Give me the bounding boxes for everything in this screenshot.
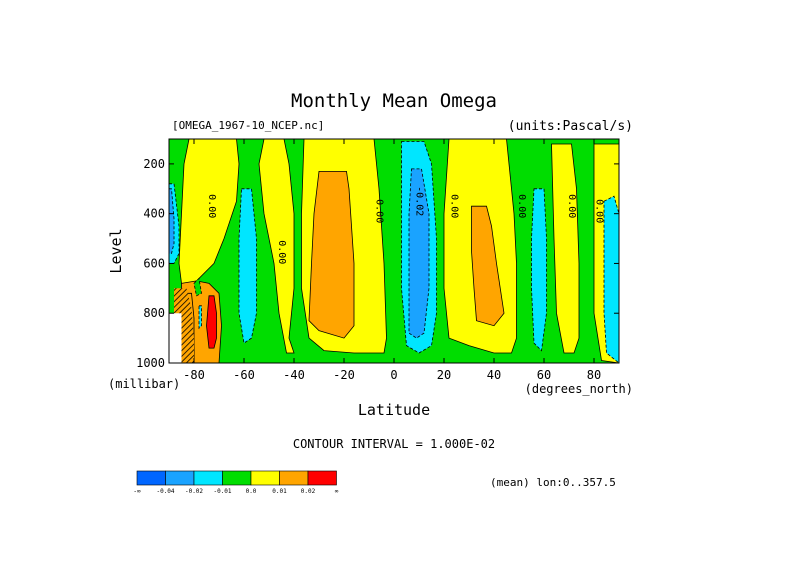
contour-interval-text: CONTOUR INTERVAL = 1.000E-02 [293, 437, 495, 451]
colorbar-swatch [136, 470, 166, 486]
colorbar: -∞ -0.04 -0.02 -0.01 0.0 0.01 0.02 ∞ [133, 470, 339, 495]
contour-region-17 [206, 295, 217, 349]
y-tick-label: 200 [143, 157, 165, 171]
contour-labels: 0.00 0.00 0.00 -0.02 0.00 0.00 0.00 0.00 [206, 186, 605, 264]
contour-region-2 [258, 139, 295, 354]
y-tick-label: 800 [143, 306, 165, 320]
contour-label-3: -0.02 [414, 186, 425, 216]
colorbar-label: -0.01 [213, 488, 231, 495]
units-label: (units:Pascal/s) [508, 119, 633, 134]
contour-region-16 [169, 188, 175, 254]
x-tick-label: 80 [587, 368, 601, 382]
colorbar-label: 0.02 [301, 488, 316, 495]
colorbar-swatch [279, 470, 309, 486]
x-axis-label: Latitude [358, 401, 430, 419]
x-axis-units: (degrees_north) [525, 382, 633, 396]
contour-label-2: 0.00 [374, 199, 385, 223]
y-axis-label: Level [107, 228, 125, 273]
colorbar-label: 0.01 [272, 488, 287, 495]
contour-label-7: 0.00 [594, 199, 605, 223]
contour-region-18 [198, 305, 202, 330]
contour-label-0: 0.00 [206, 194, 217, 218]
x-tick-label: 20 [437, 368, 451, 382]
colorbar-label: -0.04 [156, 488, 174, 495]
contour-region-15 [408, 168, 430, 339]
colorbar-swatch [193, 470, 223, 486]
x-tick-label: -60 [233, 368, 255, 382]
y-axis: 200 400 600 800 1000 [136, 157, 619, 370]
contour-region-13 [471, 205, 505, 327]
mean-longitude-text: (mean) lon:0..357.5 [490, 476, 616, 489]
colorbar-swatch [307, 470, 337, 486]
contour-label-6: 0.00 [566, 194, 577, 218]
contour-region-8 [238, 188, 257, 344]
contour-region-11 [603, 195, 619, 363]
y-axis-units: (millibar) [108, 377, 180, 391]
contour-region-10 [531, 188, 547, 352]
y-tick-label: 400 [143, 207, 165, 221]
contour-label-4: 0.00 [449, 194, 460, 218]
y-tick-label: 600 [143, 256, 165, 270]
colorbar-label: ∞ [335, 488, 339, 495]
contour-fills [169, 139, 619, 363]
x-axis: -80 -60 -40 -20 0 20 40 60 80 [183, 139, 601, 382]
x-tick-label: -40 [283, 368, 305, 382]
x-tick-label: 60 [537, 368, 551, 382]
contour-region-12 [308, 170, 355, 339]
dataset-label: [OMEGA_1967-10_NCEP.nc] [172, 119, 324, 132]
x-tick-label: 40 [487, 368, 501, 382]
colorbar-label: 0.0 [246, 488, 257, 495]
y-tick-label: 1000 [136, 356, 165, 370]
contour-label-5: 0.00 [516, 194, 527, 218]
colorbar-label: -∞ [133, 488, 141, 495]
x-tick-label: 0 [390, 368, 397, 382]
contour-label-1: 0.00 [276, 240, 287, 264]
below-ground-mask [169, 313, 182, 363]
colorbar-swatch [250, 470, 280, 486]
contour-region-1 [178, 139, 240, 284]
x-tick-label: -20 [333, 368, 355, 382]
chart-title: Monthly Mean Omega [291, 90, 497, 112]
colorbar-label: -0.02 [185, 488, 203, 495]
colorbar-swatch [165, 470, 195, 486]
colorbar-swatch [222, 470, 252, 486]
contour-region-21 [193, 277, 202, 297]
x-tick-label: -80 [183, 368, 205, 382]
contour-region-5 [551, 143, 580, 354]
